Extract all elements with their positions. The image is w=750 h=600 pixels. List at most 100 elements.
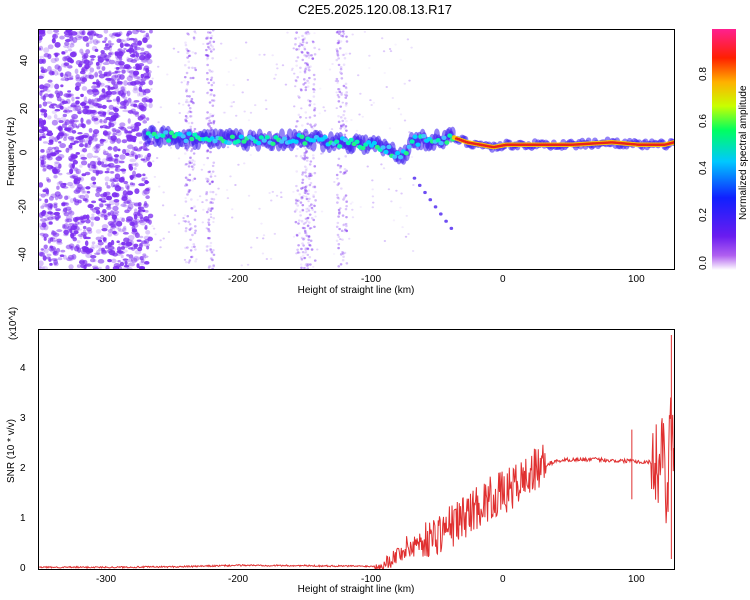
- spectrogram-noise-blob: [118, 229, 125, 233]
- spectrogram-noise-blob: [39, 45, 44, 51]
- spectrogram-streak-blob: [308, 204, 312, 208]
- spectrogram-streak-blob: [336, 201, 339, 204]
- spectrogram-ridge-peak: [435, 138, 441, 143]
- spectrogram-noise-blob: [111, 192, 118, 198]
- spectrogram-streak-blob: [192, 163, 196, 166]
- spectrogram-noise-blob: [58, 172, 63, 176]
- spectrogram-streak-blob: [188, 228, 192, 231]
- spectrogram-noise-blob: [103, 91, 109, 97]
- spectrogram-scatter-blob: [226, 197, 230, 200]
- spectrogram-streak-blob: [342, 63, 346, 66]
- spectrogram-noise-blob: [69, 168, 74, 175]
- spectrogram-streak-blob: [304, 217, 308, 220]
- spectrogram-noise-blob: [144, 75, 151, 79]
- spectrogram-ridge-peak: [261, 138, 267, 143]
- spectrogram-streak-blob: [299, 214, 302, 217]
- spectrogram-noise-blob: [82, 74, 88, 78]
- spectrogram-noise-blob: [87, 63, 92, 68]
- spectrogram-noise-blob: [70, 154, 78, 159]
- spectrogram-noise-blob: [40, 164, 47, 168]
- spectrogram-noise-blob: [39, 75, 44, 80]
- spectrogram-scatter-blob: [401, 226, 404, 229]
- spectrogram-noise-blob: [96, 186, 102, 189]
- spectrogram-scatter-blob: [281, 64, 285, 67]
- spectrogram-streak-blob: [185, 98, 189, 102]
- spectrogram-noise-blob: [136, 76, 143, 80]
- spectrogram-streak-blob: [189, 125, 193, 129]
- spectrogram-scatter-blob: [399, 58, 402, 61]
- spectrogram-noise-blob: [56, 169, 61, 173]
- spectrogram-noise-blob: [51, 37, 56, 44]
- spectrogram-noise-blob: [117, 227, 122, 231]
- snr-canvas: [39, 334, 674, 569]
- spectrogram-noise-blob: [54, 108, 61, 112]
- spectrogram-noise-blob: [117, 90, 122, 95]
- spectrogram-streak-blob: [193, 245, 196, 248]
- spectrogram-noise-blob: [85, 186, 91, 190]
- spectrogram-noise-blob: [122, 267, 130, 269]
- spectrogram-noise-blob: [130, 239, 134, 246]
- spectrogram-streak-blob: [345, 129, 348, 132]
- spectrogram-noise-blob: [94, 150, 99, 154]
- spectrogram-streak-blob: [208, 264, 211, 268]
- spectrogram-y-axis-label: Frequency (Hz): [6, 117, 17, 186]
- spectrogram-noise-blob: [46, 164, 54, 170]
- spectrogram-streak-blob: [296, 248, 299, 252]
- spectrogram-streak-blob: [212, 217, 216, 220]
- spectrogram-ridge-peak: [166, 138, 172, 143]
- spectrogram-streak-blob: [345, 200, 348, 204]
- spectrogram-noise-blob: [48, 104, 54, 109]
- spectrogram-noise-blob: [148, 102, 153, 109]
- spectrogram-noise-blob: [95, 40, 101, 44]
- spectrogram-noise-blob: [42, 165, 47, 172]
- spectrogram-streak-blob: [205, 191, 209, 194]
- spectrogram-streak-blob: [185, 120, 188, 123]
- spectrogram-noise-blob: [84, 139, 91, 145]
- spectrogram-streak-blob: [191, 101, 195, 104]
- spectrogram-noise-blob: [46, 30, 53, 35]
- spectrogram-tail-blob: [439, 212, 443, 216]
- spectrogram-noise-blob: [124, 262, 130, 266]
- spectrogram-streak-blob: [301, 203, 305, 207]
- spectrogram-streak-blob: [305, 149, 308, 153]
- spectrogram-noise-blob: [126, 144, 134, 150]
- spectrogram-streak-blob: [206, 35, 209, 39]
- spectrogram-noise-blob: [125, 131, 132, 136]
- spectrogram-scatter-blob: [261, 237, 265, 240]
- spectrogram-streak-blob: [208, 68, 211, 72]
- spectrogram-streak-blob: [205, 37, 208, 40]
- spectrogram-streak-blob: [313, 225, 316, 228]
- spectrogram-streak-blob: [193, 30, 197, 33]
- spectrogram-streak-blob: [304, 232, 308, 235]
- colorbar-tick: 0.2: [698, 208, 709, 222]
- spectrogram-noise-blob: [109, 43, 114, 47]
- spectrogram-streak-blob: [336, 50, 339, 53]
- spectrogram-streak-blob: [338, 88, 342, 91]
- spectrogram-scatter-blob: [382, 50, 386, 53]
- spectrogram-streak-blob: [209, 41, 212, 45]
- spectrogram-noise-blob: [104, 57, 111, 63]
- spectrogram-streak-blob: [190, 121, 194, 125]
- spectrogram-streak-blob: [190, 149, 193, 153]
- spectrogram-streak-blob: [303, 156, 307, 159]
- spectrogram-streak-blob: [314, 123, 317, 126]
- spectrogram-scatter-blob: [331, 63, 334, 66]
- spectrogram-noise-blob: [43, 244, 48, 250]
- spectrogram-noise-blob: [84, 263, 92, 267]
- spectrogram-noise-blob: [51, 119, 59, 126]
- spectrogram-streak-blob: [295, 198, 298, 202]
- spectrogram-streak-blob: [188, 160, 191, 163]
- spectrogram-streak-blob: [294, 202, 298, 205]
- spectrogram-noise-blob: [84, 142, 92, 149]
- spectrogram-streak-blob: [306, 216, 310, 220]
- spectrogram-streak-blob: [190, 255, 193, 259]
- spectrogram-streak-blob: [307, 189, 311, 192]
- spectrogram-streak-blob: [208, 230, 211, 233]
- spectrogram-noise-blob: [125, 241, 133, 247]
- spectrogram-streak-blob: [304, 250, 308, 254]
- spectrogram-noise-blob: [115, 167, 119, 171]
- spectrogram-noise-blob: [97, 210, 101, 217]
- spectrogram-streak-blob: [303, 36, 307, 40]
- spectrogram-noise-blob: [66, 181, 74, 187]
- spectrogram-streak-blob: [211, 164, 215, 168]
